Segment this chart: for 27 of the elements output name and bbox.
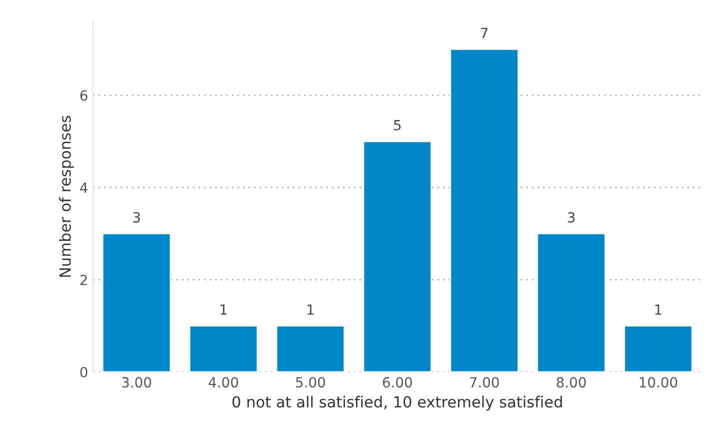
bar: [276, 325, 346, 372]
data-label: 1: [655, 304, 662, 315]
y-tick-label: 6: [80, 90, 88, 101]
data-label: 5: [394, 120, 401, 130]
x-axis-title: 0 not at all satisfied, 10 extremely satisfied: [232, 396, 562, 411]
y-axis-title: Number of responses: [59, 116, 74, 277]
x-tick-label: 4.00: [208, 377, 238, 388]
x-tick-label: 5.00: [296, 377, 325, 388]
bar: [188, 325, 258, 372]
data-label: 3: [568, 212, 575, 223]
data-label: 1: [308, 304, 314, 315]
bar: [624, 325, 693, 372]
x-tick-label: 7.00: [470, 377, 499, 388]
y-tick-label: 2: [80, 274, 87, 286]
y-tick-label: 4: [80, 182, 88, 193]
bar: [362, 140, 432, 372]
bar: [536, 232, 606, 372]
x-tick-label: 10.00: [640, 377, 678, 388]
data-label: 1: [220, 304, 227, 315]
data-label: 3: [133, 212, 140, 223]
x-tick-label: 8.00: [556, 377, 586, 388]
bar: [102, 232, 172, 372]
y-tick-label: 0: [80, 366, 88, 378]
bar: [450, 48, 519, 372]
x-tick-label: 6.00: [382, 377, 412, 388]
data-label: 7: [481, 28, 488, 38]
x-tick-label: 3.00: [122, 377, 152, 388]
